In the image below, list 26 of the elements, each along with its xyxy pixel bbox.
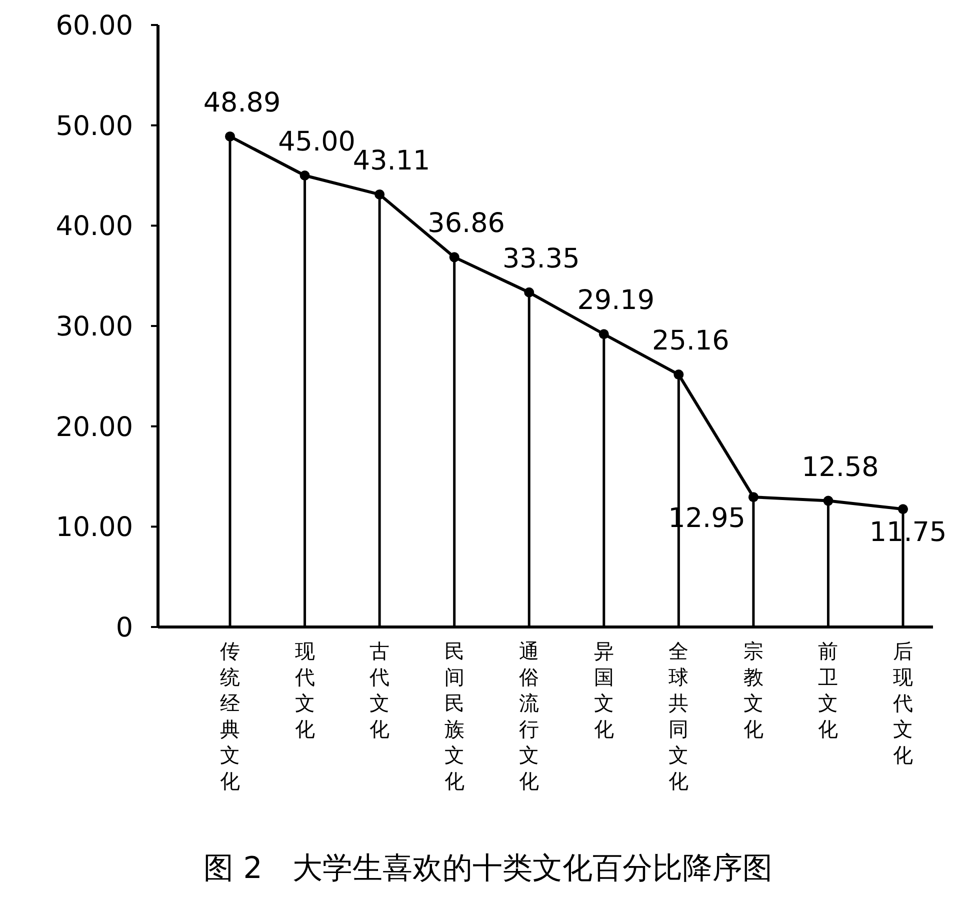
text: 36.86 [428, 208, 505, 240]
y-tick-label: 10.00 [56, 512, 133, 544]
x-tick-label: 通俗流行文化 [519, 639, 540, 793]
x-tick-label: 古代文化 [368, 639, 390, 741]
text: 图 2 大学生喜欢的十类文化百分比降序图 [204, 851, 772, 886]
y-tick-label: 40.00 [56, 211, 133, 242]
x-tick-label: 传统经典文化 [220, 639, 240, 793]
x-tick-label: 宗教文化 [743, 639, 764, 741]
x-tick-label: 前卫文化 [818, 639, 838, 741]
x-tick-label: 现代文化 [294, 639, 315, 741]
y-tick-label: 30.00 [56, 311, 133, 342]
x-tick-label: 后现代文化 [892, 639, 913, 767]
text: 25.16 [652, 326, 730, 357]
text: 48.89 [203, 87, 281, 118]
text: 12.58 [802, 452, 879, 483]
text: 33.35 [502, 243, 580, 274]
text: 43.11 [352, 145, 430, 176]
x-tick-label: 全球共同文化 [668, 639, 689, 793]
x-tick-label: 异国文化 [594, 639, 614, 741]
y-tick-label: 20.00 [56, 412, 133, 443]
text: 45.00 [278, 126, 356, 158]
y-tick-label: 50.00 [56, 110, 133, 142]
x-tick-label: 民间民族文化 [444, 639, 464, 793]
y-tick-label: 0 [116, 612, 133, 644]
text: 29.19 [577, 285, 655, 316]
y-tick-label: 60.00 [56, 10, 133, 42]
